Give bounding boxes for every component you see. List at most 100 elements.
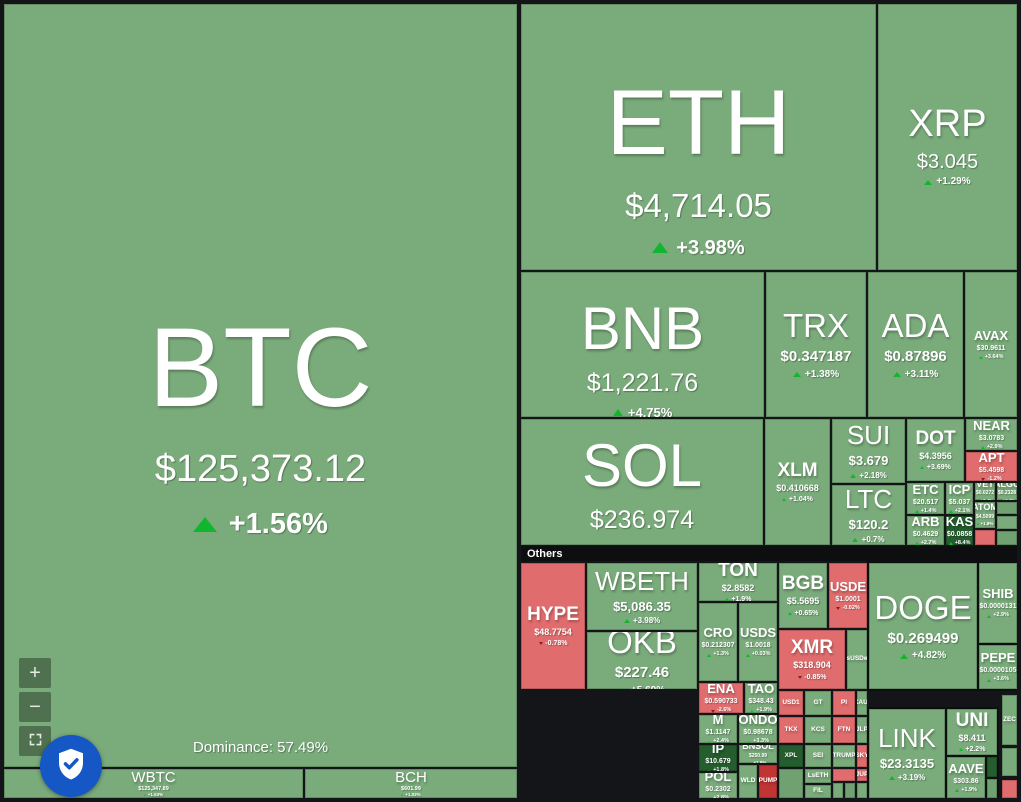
tile-etc[interactable]: ETC $20.517 +1.4% — [907, 483, 944, 514]
tile-sky[interactable]: SKY — [857, 745, 867, 767]
triangle-up-icon — [652, 242, 669, 253]
tile-sei[interactable]: SEI — [805, 745, 831, 767]
tile-unlabeled[interactable] — [997, 516, 1017, 529]
tile-symbol: SKY — [857, 751, 867, 759]
tile-fil[interactable]: FIL — [805, 785, 831, 798]
tile-unlabeled[interactable] — [857, 783, 867, 798]
triangle-up-icon — [958, 748, 963, 752]
tile-pepe[interactable]: PEPE $0.0000105 +3.6% — [979, 645, 1017, 689]
tile-pump[interactable]: PUMP — [759, 765, 777, 798]
tile-unlabeled[interactable] — [997, 502, 1017, 514]
tile-bnsol[interactable]: BNSOL $250.99 +2.6% — [739, 745, 777, 763]
tile-price: $303.86 — [953, 777, 979, 785]
tile-symbol: DOGE — [874, 588, 972, 626]
tile-xlm[interactable]: XLM $0.410668 +1.04% — [765, 419, 830, 545]
tile-bgb[interactable]: BGB $5.5695 +0.65% — [779, 563, 827, 628]
tile-bnb[interactable]: BNB $1,221.76 +4.75% — [521, 272, 764, 417]
tile-unlabeled[interactable] — [833, 769, 855, 781]
tile-jup[interactable]: JUP — [857, 769, 867, 781]
tile-symbol: AVAX — [973, 327, 1009, 343]
tile-atom[interactable]: ATOM$4.5099 +1.8% — [975, 502, 995, 528]
tile-ip[interactable]: IP $10.679 +1.8% — [699, 745, 737, 771]
tile-xaut[interactable]: XAUt — [857, 691, 867, 715]
verified-badge[interactable] — [40, 735, 102, 797]
tile-okb[interactable]: OKB $227.46 +5.69% — [587, 632, 697, 689]
tile-symbol: DOT — [915, 427, 956, 449]
tile-ena[interactable]: ENA $0.590733 -2.6% — [699, 683, 743, 713]
tile-link[interactable]: LINK $23.3135 +3.19% — [869, 709, 945, 798]
tile-btc[interactable]: BTC $125,373.12 +1.56% — [4, 4, 517, 767]
tile-uni[interactable]: UNI $8.411 +2.2% — [947, 709, 997, 755]
tile-price: $3.045 — [916, 150, 979, 173]
tile-shib[interactable]: SHIB $0.0000131 +2.9% — [979, 563, 1017, 643]
tile-xmr[interactable]: XMR $318.904 -0.85% — [779, 630, 845, 689]
tile-algo[interactable]: ALGO$0.2328+2.2% — [997, 483, 1017, 500]
tile-susde[interactable]: sUSDe — [847, 630, 867, 689]
tile-ton[interactable]: TON $2.8582 +1.9% — [699, 563, 777, 601]
tile-aave[interactable]: AAVE $303.86 +1.9% — [947, 757, 985, 798]
tile-usde[interactable]: USDE $1.0001 -0.02% — [829, 563, 867, 628]
tile-dot[interactable]: DOT $4.3956 +3.69% — [907, 419, 964, 481]
tile-arb[interactable]: ARB $0.4629 +2.7% — [907, 516, 944, 545]
tile-sol[interactable]: SOL $236.974 +2.63% — [521, 419, 763, 545]
tile-near[interactable]: NEAR $3.0783 +2.9% — [966, 419, 1017, 450]
tile-symbol: TKX — [784, 725, 798, 733]
tile-unlabeled[interactable] — [987, 779, 997, 798]
tile-symbol: TAO — [747, 683, 775, 697]
tile-price: $10.679 — [705, 758, 731, 766]
tile-avax[interactable]: AVAX $30.9611 +3.64% — [965, 272, 1017, 417]
tile-unlabeled[interactable] — [779, 769, 803, 798]
tile-tao[interactable]: TAO $348.43 +1.9% — [745, 683, 777, 713]
tile-vet[interactable]: VET$0.0272+2.4% — [975, 483, 995, 500]
tile-ftn[interactable]: FTN — [833, 717, 855, 743]
tile-trump[interactable]: TRUMP — [833, 745, 855, 767]
triangle-up-icon — [980, 446, 985, 450]
zoom-out-button[interactable]: − — [19, 692, 51, 722]
tile-bch[interactable]: BCH $601.99 +1.02% — [305, 769, 517, 798]
tile-ada[interactable]: ADA $0.87896 +3.11% — [868, 272, 963, 417]
tile-doge[interactable]: DOGE $0.269499 +4.82% — [869, 563, 977, 689]
tile-ondo[interactable]: ONDO $0.98678 +3.3% — [739, 715, 777, 743]
tile-price: $236.974 — [589, 506, 695, 534]
tile-tkx[interactable]: TKX — [779, 717, 803, 743]
tile-xpl[interactable]: XPL — [779, 745, 803, 767]
tile-icp[interactable]: ICP $5.037 +2.1% — [946, 483, 973, 514]
tile-cro[interactable]: CRO $0.212307 +1.3% — [699, 603, 737, 681]
tile-unlabeled[interactable] — [987, 757, 997, 777]
tile-xrp[interactable]: XRP $3.045 +1.29% — [878, 4, 1017, 270]
tile-pi[interactable]: PI — [833, 691, 855, 715]
tile-zec[interactable]: ZEC — [1002, 695, 1017, 745]
tile-sui[interactable]: SUI $3.679 +2.18% — [832, 419, 905, 483]
tile-eth[interactable]: ETH $4,714.05 +3.98% — [521, 4, 876, 270]
tile-unlabeled[interactable] — [1002, 748, 1017, 776]
tile-symbol: sUSDe — [847, 655, 867, 663]
triangle-up-icon — [914, 510, 919, 514]
tile-price: $250.99 — [748, 752, 768, 759]
tile-lseth[interactable]: LsETH — [805, 769, 831, 783]
tile-unlabeled[interactable] — [975, 530, 995, 545]
tile-unlabeled[interactable] — [997, 531, 1017, 545]
tile-ltc[interactable]: LTC $120.2 +0.7% — [832, 485, 905, 545]
tile-unlabeled[interactable] — [845, 783, 855, 798]
tile-usds[interactable]: USDS $1.0018 +0.03% — [739, 603, 777, 681]
tile-kcs[interactable]: KCS — [805, 717, 831, 743]
tile-unlabeled[interactable] — [833, 783, 843, 798]
tile-unlabeled[interactable] — [1002, 780, 1017, 798]
tile-price: $1.0001 — [835, 595, 861, 603]
tile-trx[interactable]: TRX $0.347187 +1.38% — [766, 272, 866, 417]
tile-symbol: BNB — [580, 294, 705, 362]
tile-apt[interactable]: APT $5.4598 -1.2% — [966, 452, 1017, 481]
tile-kas[interactable]: KAS $0.0858 +8.4% — [946, 516, 973, 545]
tile-change: +3.98% — [652, 238, 745, 258]
tile-hype[interactable]: HYPE $48.7754 -0.78% — [521, 563, 585, 689]
tile-m[interactable]: M $1.1147 +2.4% — [699, 715, 737, 743]
tile-wld[interactable]: WLD — [739, 765, 757, 798]
tile-wbeth[interactable]: WBETH $5,086.35 +3.98% — [587, 563, 697, 630]
tile-change: +1.8% — [976, 522, 993, 527]
tile-symbol: BGB — [781, 573, 825, 595]
tile-pol[interactable]: POL $0.2302 +2.8% — [699, 773, 737, 798]
tile-usd1[interactable]: USD1 — [779, 691, 803, 715]
tile-jlp[interactable]: JLP — [857, 717, 867, 743]
zoom-in-button[interactable]: + — [19, 658, 51, 688]
tile-gt[interactable]: GT — [805, 691, 831, 715]
